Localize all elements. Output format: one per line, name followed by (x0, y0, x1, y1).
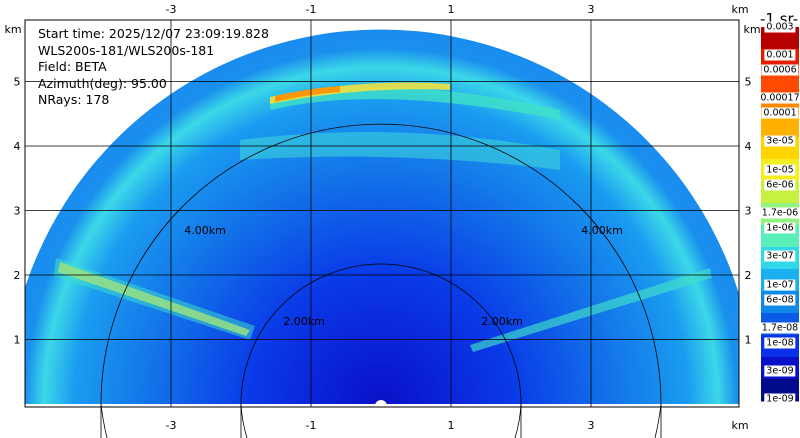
x-tick-label-bottom: -3 (166, 419, 177, 432)
mid-layer (240, 132, 560, 170)
range-ring-label: 2.00km (481, 315, 523, 328)
upper-layer-core (270, 82, 450, 104)
y-tick-label-right: 3 (745, 205, 752, 218)
range-ring-lower-right (654, 403, 662, 438)
left-plume-halo (54, 258, 255, 340)
colorbar-label: 1.7e-06 (759, 207, 800, 219)
colorbar-swatch (761, 115, 799, 138)
colorbar-label: 1e-05 (764, 164, 796, 176)
axis-unit-label: km (743, 23, 760, 36)
range-ring-label: 4.00km (184, 224, 226, 237)
colorbar-label: 3e-05 (764, 135, 796, 147)
colorbar-swatch (761, 27, 799, 50)
colorbar-label: 1e-08 (764, 337, 796, 349)
range-ring-lower-right (514, 403, 522, 438)
field-label: Field: BETA (38, 59, 107, 74)
axis-unit-label: km (731, 419, 748, 432)
x-tick-label-top: -1 (306, 3, 317, 16)
colorbar-label: 6e-06 (764, 179, 796, 191)
y-tick-label-right: 2 (745, 269, 752, 282)
colorbar-label: 1e-09 (764, 393, 796, 405)
range-ring (240, 263, 522, 438)
y-tick-label-left: 2 (14, 269, 21, 282)
colorbar-label: 3e-09 (764, 365, 796, 377)
range-ring-lower-left (100, 403, 108, 438)
colorbar-label: 6e-08 (764, 294, 796, 306)
colorbar-label: 0.001 (764, 49, 796, 61)
y-tick-label-left: 1 (14, 334, 21, 347)
range-ring-label: 2.00km (283, 315, 325, 328)
instrument-label: WLS200s-181/WLS200s-181 (38, 43, 215, 58)
azimuth-label: Azimuth(deg): 95.00 (38, 76, 167, 91)
x-tick-label-bottom: -1 (306, 419, 317, 432)
plot-frame (24, 19, 740, 408)
colorbar-label: 0.0006 (761, 64, 799, 76)
y-tick-label-right: 4 (745, 140, 752, 153)
upper-layer-peak (275, 86, 340, 102)
colorbar-label: 1e-07 (764, 279, 796, 291)
axis-unit-label: km (4, 23, 21, 36)
colorbar-label: 1e-06 (764, 222, 796, 234)
x-tick-label-top: 3 (588, 3, 595, 16)
x-tick-label-bottom: 3 (588, 419, 595, 432)
y-tick-label-left: 3 (14, 205, 21, 218)
colorbar-label: 3e-07 (764, 250, 796, 262)
start-time-label: Start time: 2025/12/07 23:09:19.828 (38, 26, 269, 41)
y-tick-label-left: 5 (14, 76, 21, 89)
axis-unit-label: km (731, 3, 748, 16)
y-tick-label-right: 1 (745, 334, 752, 347)
upper-layer (270, 87, 560, 120)
range-ring-lower-left (240, 403, 248, 438)
colorbar-label: 0.00017 (758, 92, 800, 104)
y-tick-label-right: 5 (745, 76, 752, 89)
x-tick-label-top: -3 (166, 3, 177, 16)
range-ring-label: 4.00km (581, 224, 623, 237)
x-tick-label-bottom: 1 (448, 419, 455, 432)
colorbar-label: 0.003 (764, 21, 796, 33)
x-tick-label-top: 1 (448, 3, 455, 16)
range-ring (100, 123, 662, 438)
colorbar-label: 1.7e-08 (759, 322, 800, 334)
y-tick-label-left: 4 (14, 140, 21, 153)
nrays-label: NRays: 178 (38, 92, 110, 107)
colorbar-swatch (761, 71, 799, 94)
colorbar-label: 0.0001 (761, 107, 799, 119)
radar-origin (375, 400, 387, 412)
